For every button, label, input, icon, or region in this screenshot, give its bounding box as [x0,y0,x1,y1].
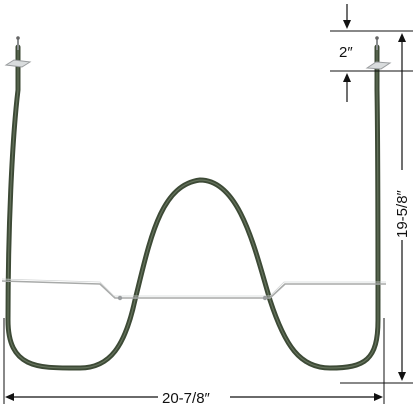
heating-element [5,44,381,371]
arrow-up-icon [398,33,406,42]
arrow-up-icon [343,73,351,82]
heating-element-highlight [7,46,379,369]
arrow-left-icon [5,393,14,401]
right-mounting-bracket [365,61,392,70]
support-clip [117,295,123,301]
support-clip [262,295,268,301]
left-terminal [4,36,32,68]
arrow-right-icon [374,393,383,401]
arrow-down-icon [398,372,406,381]
support-wire [1,280,386,299]
top-gap-label: 2″ [339,44,353,61]
height-label: 19-5/8″ [394,189,411,238]
support-bar [1,278,386,301]
heating-element-tube [5,44,381,371]
height-dimension: 19-5/8″ [330,30,413,384]
width-dimension: 20-7/8″ [3,318,385,407]
width-label: 20-7/8″ [162,390,211,407]
arrow-down-icon [343,20,351,29]
top-gap-dimension: 2″ [330,4,413,102]
right-terminal [365,36,392,70]
left-mounting-bracket [4,59,32,68]
